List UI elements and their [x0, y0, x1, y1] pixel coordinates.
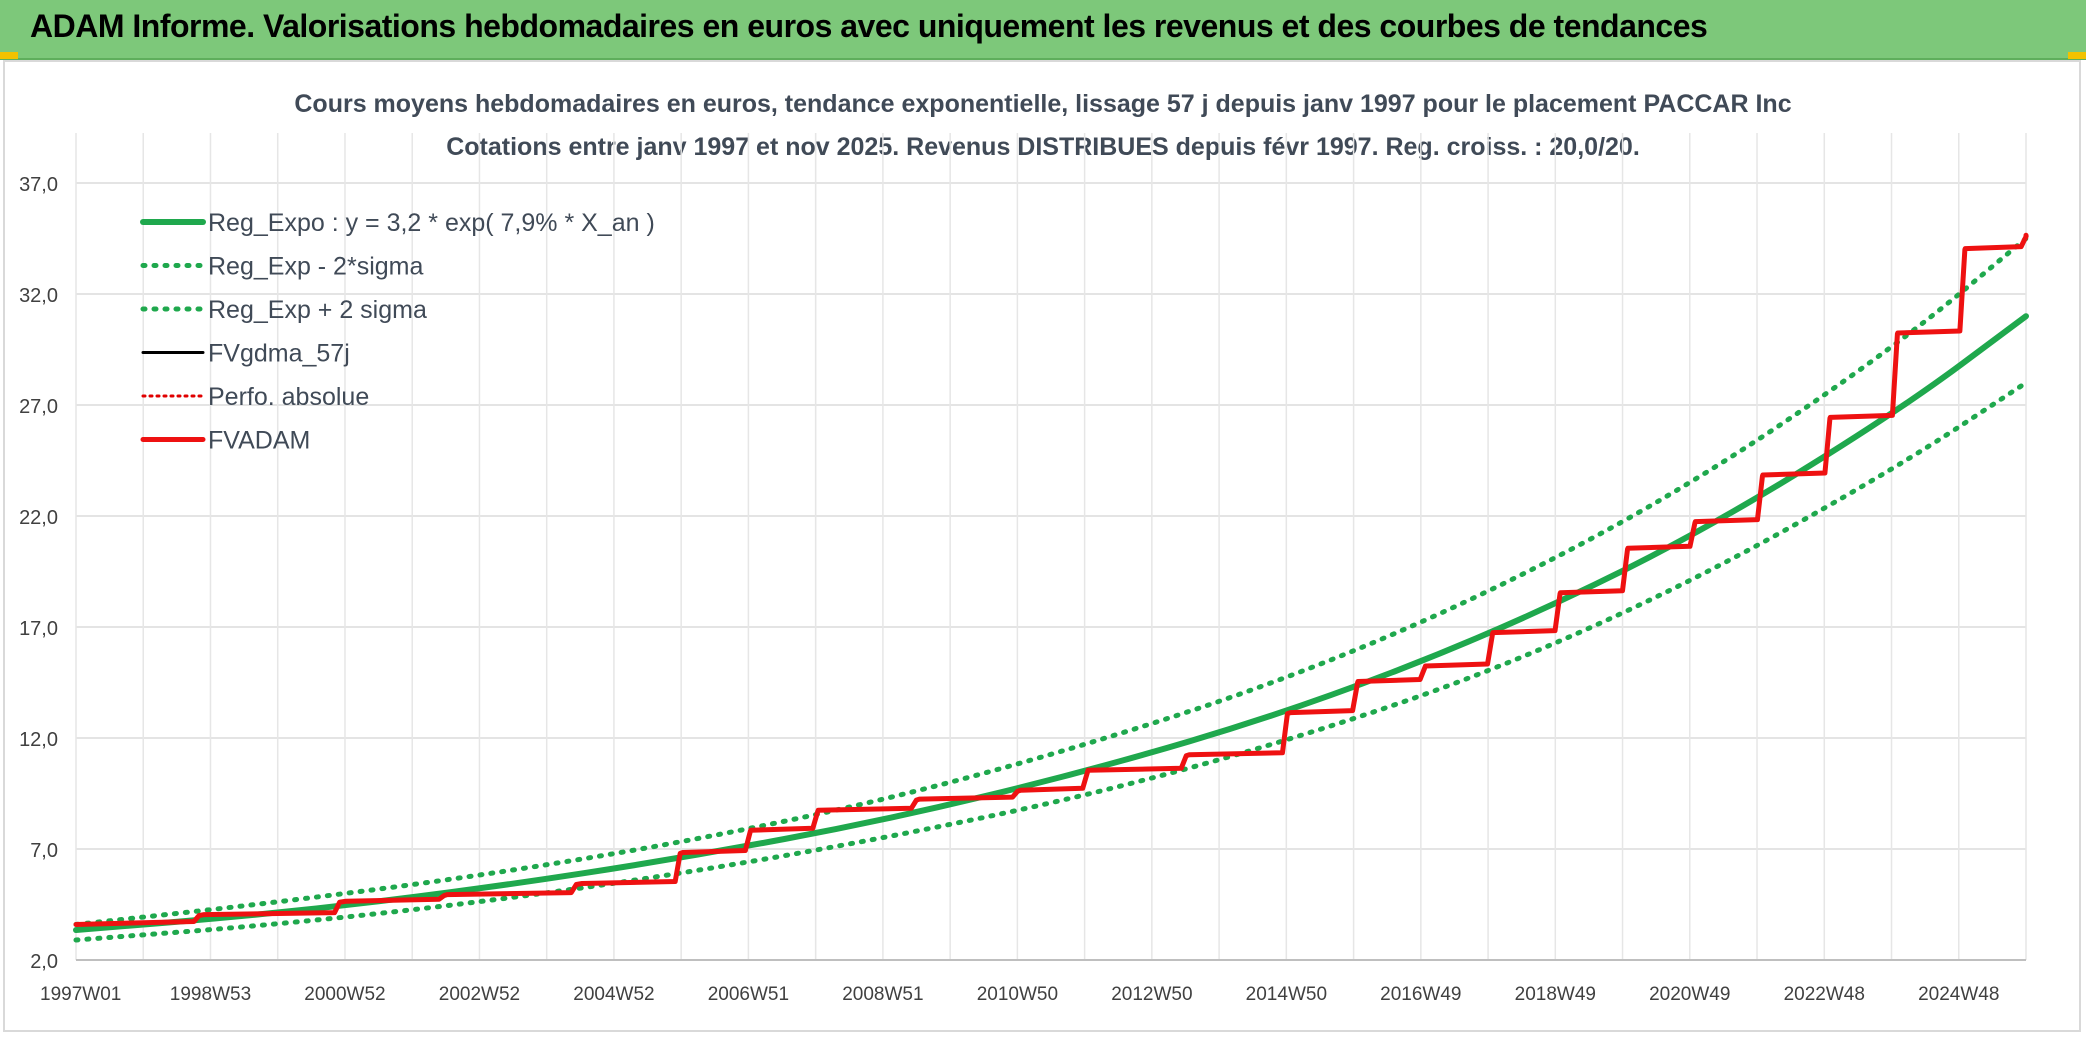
y-tick-label: 17,0 — [19, 618, 58, 640]
x-tick-label: 2008W51 — [842, 984, 923, 1005]
series-line-5 — [74, 233, 2028, 926]
y-tick-label: 22,0 — [19, 507, 58, 529]
y-tick-label: 7,0 — [30, 840, 58, 862]
y-axis: 2,0 7,0 12,0 17,0 22,0 27,0 32,0 37,0 — [19, 174, 58, 973]
banner-title: ADAM Informe. Valorisations hebdomadaire… — [30, 8, 1708, 44]
legend-label: Reg_Expo : y = 3,2 * exp( 7,9% * X_an ) — [208, 209, 655, 237]
x-tick-label: 2016W49 — [1380, 984, 1461, 1005]
chart-title: Cours moyens hebdomadaires en euros, ten… — [294, 90, 1791, 118]
x-tick-label: 2004W52 — [573, 984, 654, 1005]
y-tick-label: 27,0 — [19, 396, 58, 418]
y-tick-label: 12,0 — [19, 729, 58, 751]
x-tick-label: 2018W49 — [1515, 984, 1596, 1005]
series-line-4 — [74, 233, 2028, 926]
x-tick-label: 2002W52 — [439, 984, 520, 1005]
series-line-3 — [73, 236, 2029, 927]
x-tick-label: 2010W50 — [977, 984, 1058, 1005]
chart-subtitle: Cotations entre janv 1997 et nov 2025. R… — [446, 133, 1640, 161]
y-tick-label: 32,0 — [19, 285, 58, 307]
grid — [75, 133, 2027, 961]
x-axis: 1997W01 1998W53 2000W52 2002W52 2004W52 2006W… — [40, 984, 1999, 1005]
x-tick-label: 2000W52 — [304, 984, 385, 1005]
legend-label: Reg_Exp + 2 sigma — [208, 296, 427, 324]
x-tick-label: 2024W48 — [1918, 984, 1999, 1005]
plot-area — [73, 232, 2029, 943]
legend-label: FVgdma_57j — [208, 340, 350, 368]
title-banner: ADAM Informe. Valorisations hebdomadaire… — [0, 0, 2086, 60]
x-tick-label: 2006W51 — [708, 984, 789, 1005]
x-tick-label: 1997W01 — [40, 984, 121, 1005]
x-tick-label: 2014W50 — [1246, 984, 1327, 1005]
x-tick-label: 1998W53 — [170, 984, 251, 1005]
y-tick-label: 2,0 — [30, 951, 58, 973]
x-tick-label: 2022W48 — [1784, 984, 1865, 1005]
legend-label: Perfo. absolue — [208, 383, 369, 411]
corner-marker-left — [0, 52, 18, 59]
series-line-2 — [73, 380, 2029, 943]
x-tick-label: 2020W49 — [1649, 984, 1730, 1005]
legend-label: FVADAM — [208, 427, 310, 455]
x-tick-label: 2012W50 — [1111, 984, 1192, 1005]
chart-frame — [3, 60, 2081, 1032]
corner-marker-right — [2068, 52, 2086, 59]
legend-label: Reg_Exp - 2*sigma — [208, 253, 423, 281]
legend: Reg_Expo : y = 3,2 * exp( 7,9% * X_an ) R… — [140, 209, 655, 455]
y-tick-label: 37,0 — [19, 174, 58, 196]
series-line-6 — [73, 232, 2029, 927]
